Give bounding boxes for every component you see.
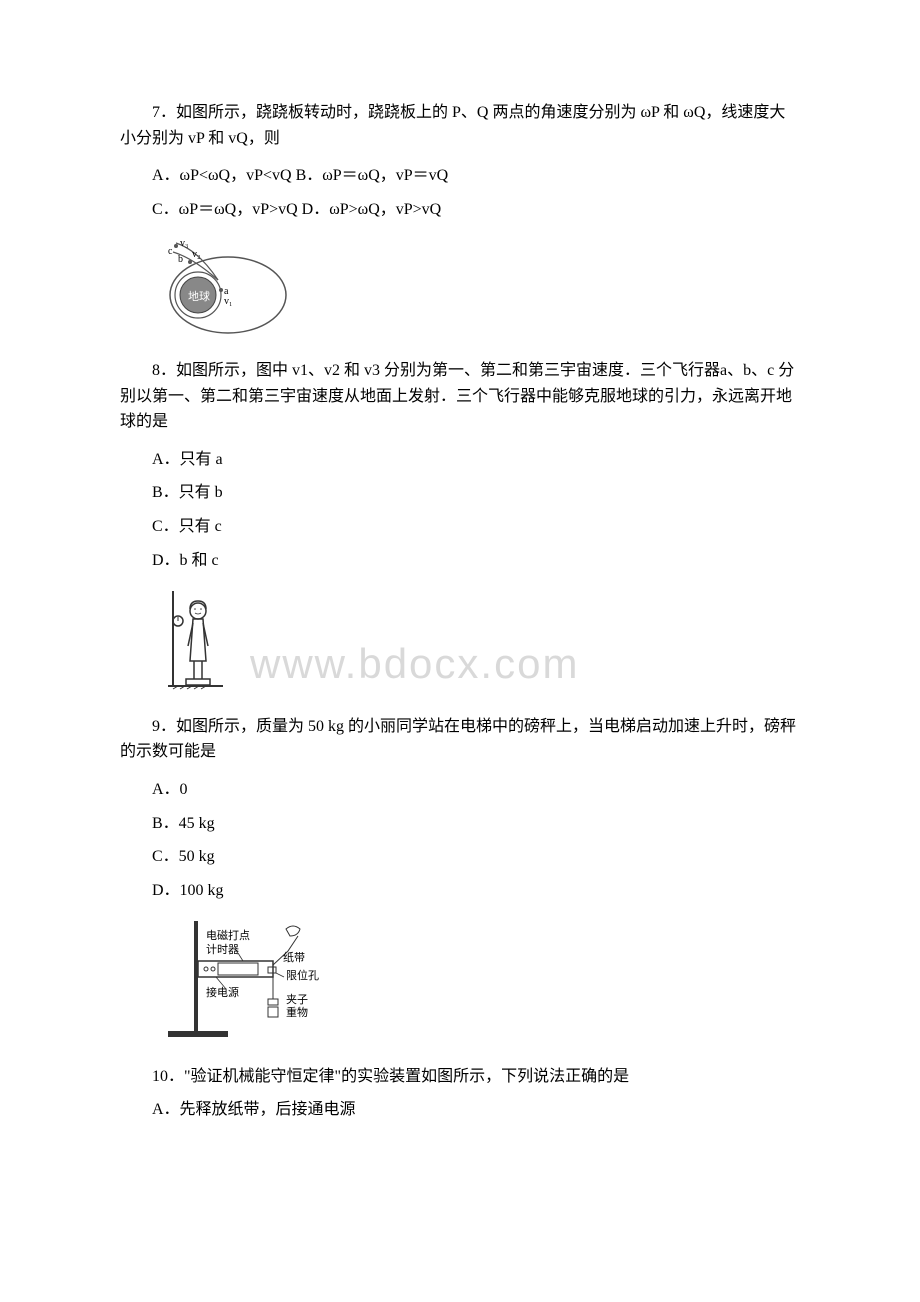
q8-optB: B．只有 b — [120, 480, 800, 506]
question-9: 9．如图所示，质量为 50 kg 的小丽同学站在电梯中的磅秤上，当电梯启动加速上… — [120, 714, 800, 904]
fig10-label7: 重物 — [286, 1005, 308, 1019]
question-7: 7．如图所示，跷跷板转动时，跷跷板上的 P、Q 两点的角速度分别为 ωP 和 ω… — [120, 100, 800, 222]
experiment-apparatus-diagram: 电磁打点 计时器 纸带 限位孔 接电源 夹子 重物 — [168, 921, 338, 1041]
fig10-label6: 夹子 — [286, 993, 308, 1006]
girl-elevator-diagram — [168, 591, 228, 691]
fig10-label5: 接电源 — [206, 985, 239, 999]
fig10-label2: 计时器 — [206, 943, 239, 956]
earth-orbits-diagram: 地球 a v₁ b v₂ c v₃ — [168, 240, 298, 335]
q10-text: 10．"验证机械能守恒定律"的实验装置如图所示，下列说法正确的是 — [120, 1064, 800, 1090]
figure-q8: 地球 a v₁ b v₂ c v₃ — [168, 240, 800, 344]
label-v3: v₃ — [180, 240, 189, 249]
fig10-label4: 限位孔 — [286, 968, 319, 982]
fig10-label1: 电磁打点 — [206, 928, 250, 942]
q8-text: 8．如图所示，图中 v1、v2 和 v3 分别为第一、第二和第三宇宙速度．三个飞… — [120, 358, 800, 435]
label-c: c — [168, 246, 173, 257]
q9-optC: C．50 kg — [120, 844, 800, 870]
q9-optB: B．45 kg — [120, 811, 800, 837]
q8-optC: C．只有 c — [120, 514, 800, 540]
question-10: 10．"验证机械能守恒定律"的实验装置如图所示，下列说法正确的是 A．先释放纸带… — [120, 1064, 800, 1123]
label-v2: v₂ — [192, 249, 201, 260]
fig10-label3: 纸带 — [283, 951, 305, 964]
q8-optA: A．只有 a — [120, 447, 800, 473]
q9-text: 9．如图所示，质量为 50 kg 的小丽同学站在电梯中的磅秤上，当电梯启动加速上… — [120, 714, 800, 765]
page-content: 7．如图所示，跷跷板转动时，跷跷板上的 P、Q 两点的角速度分别为 ωP 和 ω… — [120, 100, 800, 1123]
q7-opt-cd: C．ωP＝ωQ，vP>vQ D．ωP>ωQ，vP>vQ — [120, 197, 800, 223]
q7-text: 7．如图所示，跷跷板转动时，跷跷板上的 P、Q 两点的角速度分别为 ωP 和 ω… — [120, 100, 800, 151]
earth-label: 地球 — [188, 289, 210, 303]
q10-optA: A．先释放纸带，后接通电源 — [120, 1097, 800, 1123]
q9-optA: A．0 — [120, 777, 800, 803]
label-b: b — [178, 254, 183, 265]
q8-optD: D．b 和 c — [120, 548, 800, 574]
q9-optD: D．100 kg — [120, 878, 800, 904]
label-v1: v₁ — [224, 296, 233, 307]
q7-opt-ab: A．ωP<ωQ，vP<vQ B．ωP＝ωQ，vP＝vQ — [120, 163, 800, 189]
figure-q10: 电磁打点 计时器 纸带 限位孔 接电源 夹子 重物 — [168, 921, 800, 1050]
figure-q9 — [168, 591, 800, 700]
question-8: 8．如图所示，图中 v1、v2 和 v3 分别为第一、第二和第三宇宙速度．三个飞… — [120, 358, 800, 573]
